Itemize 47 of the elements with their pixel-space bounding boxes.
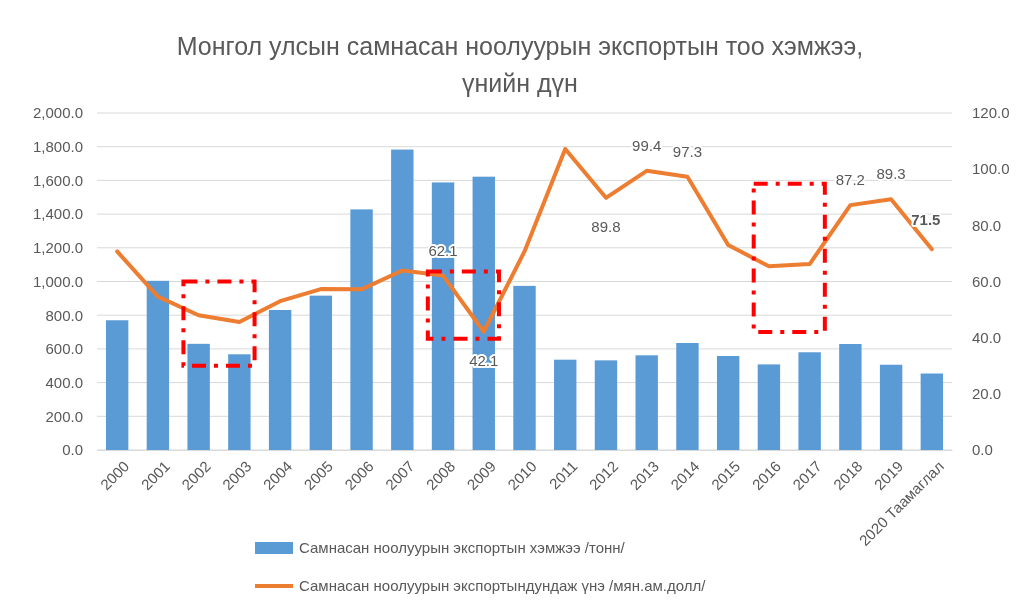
bar <box>350 209 373 450</box>
data-label: 99.4 <box>632 136 662 154</box>
y-tick-label: 1,000.0 <box>32 272 83 290</box>
legend-label: Самнасан ноолуурын экспортын хэмжээ /тонн/ <box>299 539 626 556</box>
y2-tick-label: 100.0 <box>972 160 1010 178</box>
legend-label: Самнасан ноолуурын экспортындундаж үнэ /мян.ам.долл/ <box>299 577 707 594</box>
y-tick-label: 600.0 <box>45 340 83 358</box>
data-label: 71.5 <box>911 211 941 229</box>
bar <box>757 364 781 450</box>
bar <box>798 352 821 450</box>
y-tick-label: 1,200.0 <box>32 239 83 257</box>
bar <box>635 355 658 450</box>
y-tick-label: 1,600.0 <box>32 171 83 189</box>
bar <box>431 182 455 450</box>
y2-tick-label: 80.0 <box>972 216 1002 234</box>
bar <box>268 309 292 450</box>
y-tick-label: 2,000.0 <box>32 104 83 122</box>
y-tick-label: 1,400.0 <box>32 205 83 223</box>
data-label: 89.3 <box>876 165 906 183</box>
y-tick-label: 1,800.0 <box>32 138 83 155</box>
y2-tick-label: 60.0 <box>972 272 1002 290</box>
bar <box>879 364 903 450</box>
bar <box>513 285 536 450</box>
bar <box>676 343 699 450</box>
y2-tick-label: 0.0 <box>972 441 993 459</box>
y-tick-label: 400.0 <box>45 373 83 391</box>
bar <box>309 295 333 450</box>
bar <box>920 373 944 450</box>
y2-tick-label: 20.0 <box>972 385 1002 403</box>
chart-title: Монгол улсын самнасан ноолуурын экспортын тоо хэмжээ, үнийн дүн <box>176 32 864 97</box>
y-tick-label: 200.0 <box>45 407 83 425</box>
bar <box>391 149 414 450</box>
data-label: 97.3 <box>672 142 703 160</box>
y-tick-label: 0.0 <box>62 441 83 459</box>
bar <box>187 343 210 450</box>
data-label: 89.8 <box>591 217 621 235</box>
bar <box>554 359 577 450</box>
bar <box>594 360 618 450</box>
y2-tick-label: 120.0 <box>972 104 1010 122</box>
y-tick-label: 800.0 <box>45 306 83 324</box>
y2-tick-label: 40.0 <box>972 328 1002 346</box>
bar <box>716 355 740 450</box>
bar <box>146 280 170 450</box>
bar <box>839 344 862 450</box>
data-label: 87.2 <box>835 171 865 189</box>
bar <box>228 354 251 450</box>
bar <box>105 320 129 450</box>
